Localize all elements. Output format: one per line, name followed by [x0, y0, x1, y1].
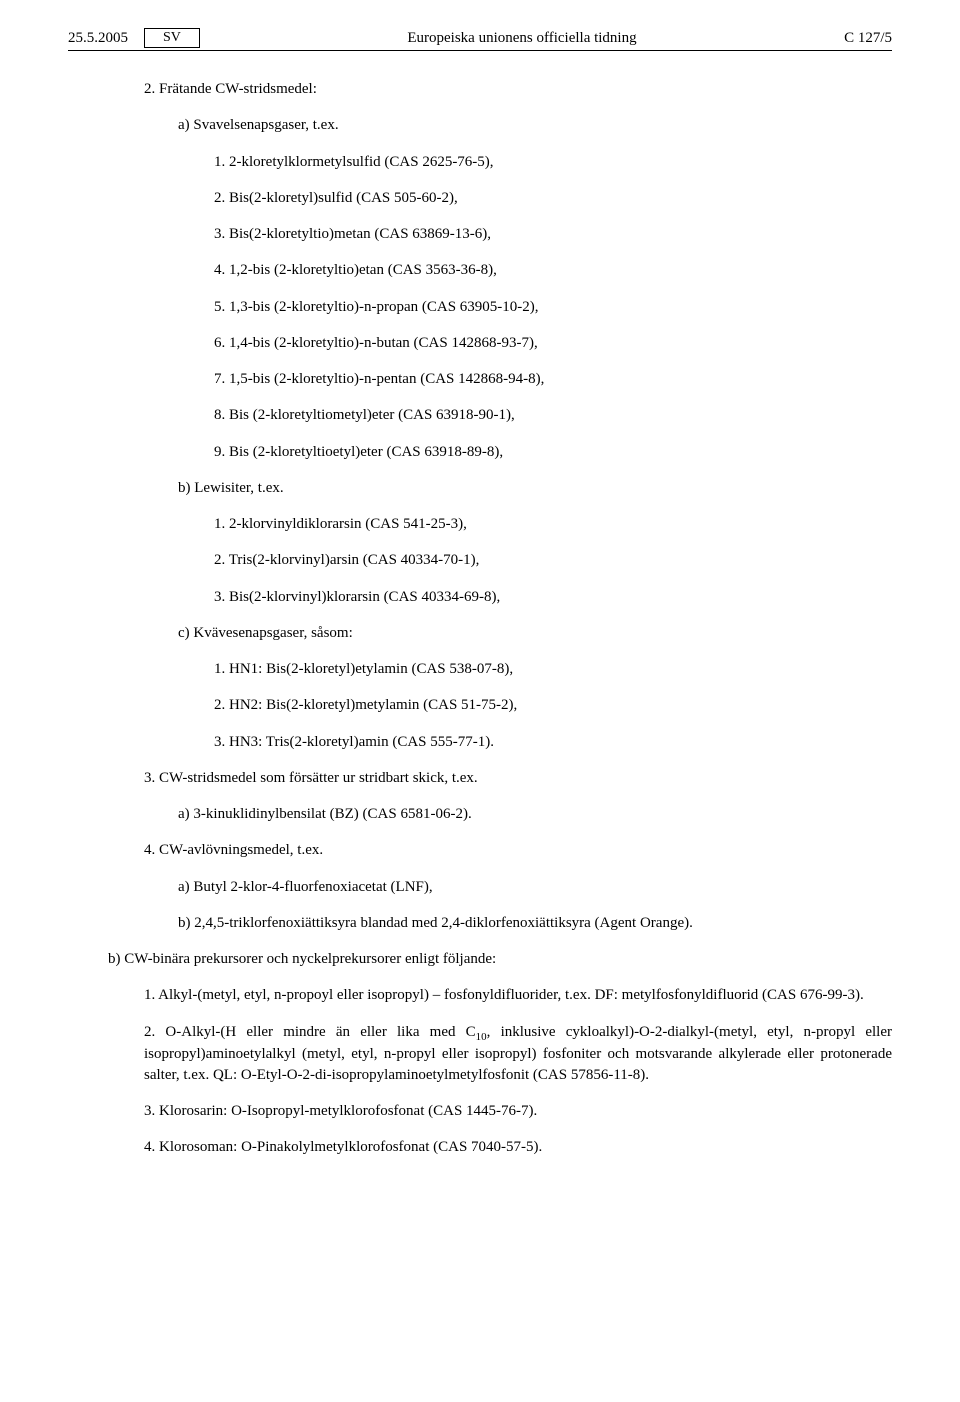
item-b-2-subscript: 10 [476, 1031, 487, 1043]
header-left: 25.5.2005 SV [68, 28, 200, 48]
page: 25.5.2005 SV Europeiska unionens officie… [0, 0, 960, 1213]
item-2a-7: 7. 1,5-bis (2-kloretyltio)-n-pentan (CAS… [214, 369, 892, 389]
content: 2. Frätande CW-stridsmedel: a) Svavelsen… [68, 79, 892, 1157]
item-2a-9: 9. Bis (2-kloretyltioetyl)eter (CAS 6391… [214, 442, 892, 462]
item-2a-4: 4. 1,2-bis (2-kloretyltio)etan (CAS 3563… [214, 260, 892, 280]
item-b-2-part1: 2. O-Alkyl-(H eller mindre än eller lika… [144, 1024, 476, 1040]
item-2c-1: 1. HN1: Bis(2-kloretyl)etylamin (CAS 538… [214, 659, 892, 679]
page-header: 25.5.2005 SV Europeiska unionens officie… [68, 28, 892, 51]
item-2b-1: 1. 2-klorvinyldiklorarsin (CAS 541-25-3)… [214, 514, 892, 534]
item-b-2: 2. O-Alkyl-(H eller mindre än eller lika… [144, 1022, 892, 1085]
item-2c-3: 3. HN3: Tris(2-kloretyl)amin (CAS 555-77… [214, 732, 892, 752]
section-2b-label: b) Lewisiter, t.ex. [178, 478, 892, 498]
item-b-1: 1. Alkyl-(metyl, etyl, n-propoyl eller i… [144, 985, 892, 1005]
section-4-heading: 4. CW-avlövningsmedel, t.ex. [144, 840, 892, 860]
item-b-4: 4. Klorosoman: O-Pinakolylmetylklorofosf… [144, 1137, 892, 1157]
item-2a-3: 3. Bis(2-kloretyltio)metan (CAS 63869-13… [214, 224, 892, 244]
item-2a-1: 1. 2-kloretylklormetylsulfid (CAS 2625-7… [214, 152, 892, 172]
item-3a: a) 3-kinuklidinylbensilat (BZ) (CAS 6581… [178, 804, 892, 824]
section-2-heading: 2. Frätande CW-stridsmedel: [144, 79, 892, 99]
section-3-heading: 3. CW-stridsmedel som försätter ur strid… [144, 768, 892, 788]
item-2a-8: 8. Bis (2-kloretyltiometyl)eter (CAS 639… [214, 405, 892, 425]
item-b-3: 3. Klorosarin: O-Isopropyl-metylklorofos… [144, 1101, 892, 1121]
item-2b-3: 3. Bis(2-klorvinyl)klorarsin (CAS 40334-… [214, 587, 892, 607]
language-box: SV [144, 28, 200, 48]
item-2b-2: 2. Tris(2-klorvinyl)arsin (CAS 40334-70-… [214, 550, 892, 570]
header-date: 25.5.2005 [68, 30, 128, 47]
item-4a: a) Butyl 2-klor-4-fluorfenoxiacetat (LNF… [178, 877, 892, 897]
item-2a-6: 6. 1,4-bis (2-kloretyltio)-n-butan (CAS … [214, 333, 892, 353]
item-2a-5: 5. 1,3-bis (2-kloretyltio)-n-propan (CAS… [214, 297, 892, 317]
item-2a-2: 2. Bis(2-kloretyl)sulfid (CAS 505-60-2), [214, 188, 892, 208]
item-2c-2: 2. HN2: Bis(2-kloretyl)metylamin (CAS 51… [214, 695, 892, 715]
header-title: Europeiska unionens officiella tidning [200, 30, 844, 47]
section-b-heading: b) CW-binära prekursorer och nyckelpreku… [108, 949, 892, 969]
header-pageref: C 127/5 [844, 30, 892, 47]
item-4b: b) 2,4,5-triklorfenoxiättiksyra blandad … [178, 913, 892, 933]
section-2a-label: a) Svavelsenapsgaser, t.ex. [178, 115, 892, 135]
section-2c-label: c) Kvävesenapsgaser, såsom: [178, 623, 892, 643]
